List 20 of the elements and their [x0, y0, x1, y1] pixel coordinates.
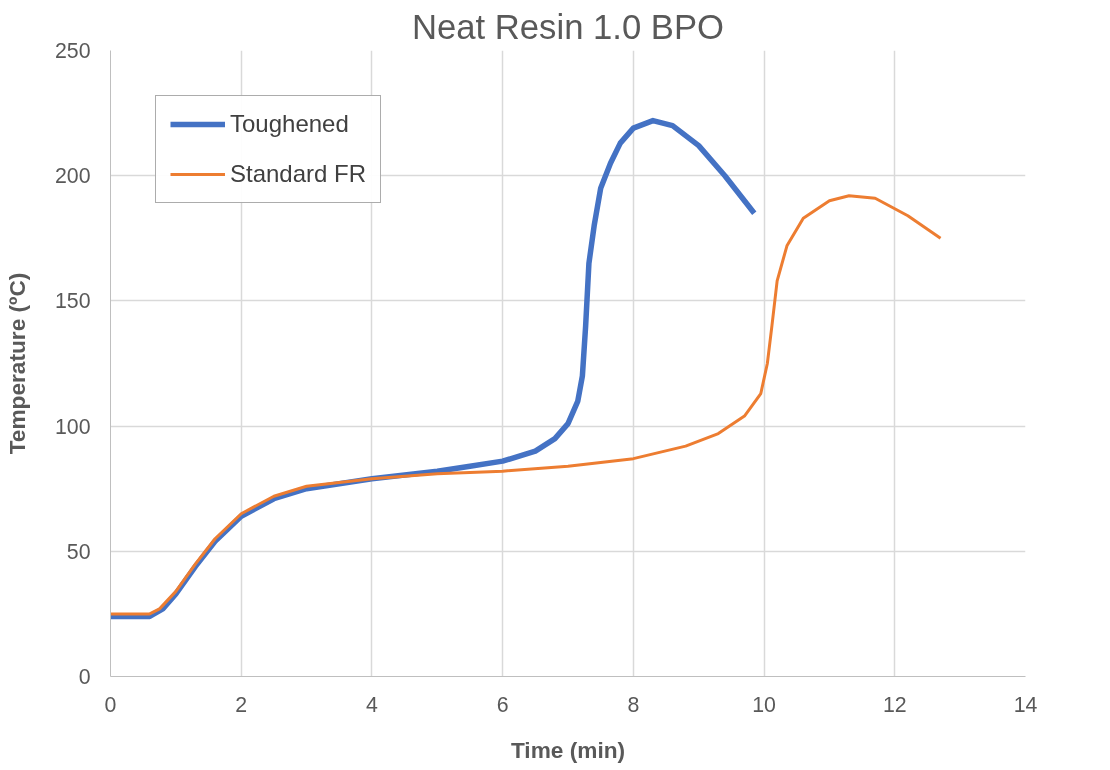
y-tick-label: 200	[54, 164, 91, 189]
legend-label: Toughened	[230, 110, 349, 138]
line-series	[110, 194, 943, 616]
x-tick-label: 2	[235, 692, 248, 717]
y-tick-label: 50	[66, 539, 91, 564]
x-axis-title: Time (min)	[510, 736, 626, 763]
x-tick-label: 6	[496, 692, 509, 717]
x-tick-label: 14	[1013, 692, 1038, 717]
chart-title: Neat Resin 1.0 BPO	[411, 7, 725, 46]
y-tick-label: 150	[54, 289, 91, 314]
y-tick-label: 0	[78, 665, 91, 689]
x-tick-label: 8	[627, 692, 640, 717]
y-tick-label: 250	[54, 39, 91, 63]
x-tick-label: 0	[104, 692, 117, 717]
x-tick-label: 4	[366, 692, 378, 717]
y-axis-title: Temperature (ºC)	[3, 272, 30, 455]
x-tick-label: 12	[882, 692, 907, 717]
x-tick-label: 10	[752, 692, 777, 717]
y-tick-label: 100	[54, 414, 91, 439]
legend-label: Standard FR	[230, 160, 367, 188]
